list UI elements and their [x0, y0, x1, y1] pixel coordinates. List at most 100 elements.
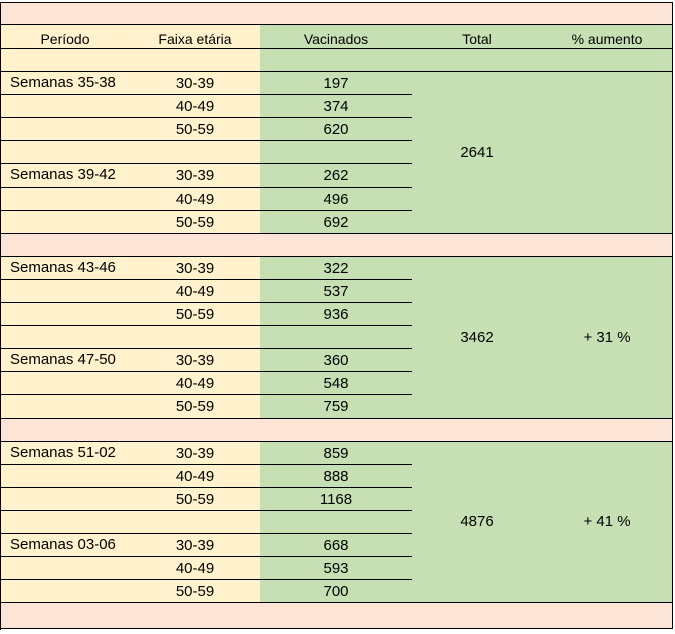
- period-label: Semanas 39-42: [0, 164, 131, 188]
- header-vacinados: Vacinados: [260, 25, 413, 49]
- vaccinated-count: 322: [260, 257, 413, 280]
- group-total: 3462: [412, 257, 543, 419]
- vaccinated-count: 888: [260, 465, 413, 488]
- blank-cell: [412, 603, 543, 629]
- age-range: 50-59: [130, 118, 261, 141]
- age-range: 50-59: [130, 303, 261, 326]
- group-increase: + 31 %: [542, 257, 673, 419]
- blank-cell: [0, 303, 131, 326]
- vaccinated-count: 262: [260, 164, 413, 188]
- blank-cell: [260, 141, 413, 164]
- vaccinated-count: 1168: [260, 488, 413, 511]
- blank-cell: [0, 49, 131, 72]
- blank-cell: [130, 511, 261, 534]
- vaccinated-count: 537: [260, 280, 413, 303]
- blank-cell: [130, 3, 261, 25]
- vaccinated-count: 700: [260, 580, 413, 603]
- age-range: 40-49: [130, 188, 261, 211]
- blank-cell: [260, 326, 413, 349]
- age-range: 30-39: [130, 442, 261, 465]
- vaccinated-count: 374: [260, 95, 413, 118]
- blank-cell: [0, 280, 131, 303]
- age-range: 50-59: [130, 395, 261, 419]
- blank-cell: [260, 603, 413, 629]
- period-label: Semanas 43-46: [0, 257, 131, 280]
- age-range: 50-59: [130, 211, 261, 234]
- separator-cell: [130, 419, 261, 442]
- age-range: 30-39: [130, 72, 261, 95]
- blank-cell: [260, 511, 413, 534]
- vaccinated-count: 936: [260, 303, 413, 326]
- separator-cell: [0, 234, 131, 257]
- blank-cell: [0, 557, 131, 580]
- blank-cell: [0, 326, 131, 349]
- age-range: 50-59: [130, 488, 261, 511]
- separator-cell: [412, 419, 543, 442]
- group-increase: [542, 72, 673, 234]
- header-aumento: % aumento: [542, 25, 673, 49]
- header-faixa: Faixa etária: [130, 25, 261, 49]
- period-label: Semanas 51-02: [0, 442, 131, 465]
- separator-cell: [0, 419, 131, 442]
- period-label: Semanas 47-50: [0, 349, 131, 372]
- blank-cell: [0, 372, 131, 395]
- blank-cell: [260, 3, 413, 25]
- vaccinated-count: 859: [260, 442, 413, 465]
- blank-cell: [130, 326, 261, 349]
- blank-cell: [0, 488, 131, 511]
- separator-cell: [412, 234, 543, 257]
- age-range: 30-39: [130, 257, 261, 280]
- group-total: 2641: [412, 72, 543, 234]
- age-range: 40-49: [130, 557, 261, 580]
- blank-cell: [0, 603, 131, 629]
- age-range: 30-39: [130, 164, 261, 188]
- vaccinated-count: 593: [260, 557, 413, 580]
- vaccinated-count: 759: [260, 395, 413, 419]
- blank-cell: [542, 49, 673, 72]
- vaccinated-count: 197: [260, 72, 413, 95]
- blank-cell: [0, 3, 131, 25]
- group-total: 4876: [412, 442, 543, 603]
- vaccinated-count: 548: [260, 372, 413, 395]
- separator-cell: [542, 234, 673, 257]
- blank-cell: [260, 49, 413, 72]
- separator-cell: [130, 234, 261, 257]
- period-label: Semanas 03-06: [0, 534, 131, 557]
- age-range: 40-49: [130, 95, 261, 118]
- blank-cell: [130, 141, 261, 164]
- vaccinated-count: 692: [260, 211, 413, 234]
- blank-cell: [0, 95, 131, 118]
- blank-cell: [0, 188, 131, 211]
- period-label: Semanas 35-38: [0, 72, 131, 95]
- separator-cell: [542, 419, 673, 442]
- blank-cell: [0, 211, 131, 234]
- separator-cell: [260, 234, 413, 257]
- blank-cell: [130, 49, 261, 72]
- blank-cell: [0, 511, 131, 534]
- blank-cell: [0, 141, 131, 164]
- blank-cell: [130, 603, 261, 629]
- age-range: 40-49: [130, 280, 261, 303]
- age-range: 30-39: [130, 349, 261, 372]
- header-periodo: Período: [0, 25, 131, 49]
- vaccinated-count: 620: [260, 118, 413, 141]
- group-increase: + 41 %: [542, 442, 673, 603]
- age-range: 50-59: [130, 580, 261, 603]
- separator-cell: [260, 419, 413, 442]
- vaccinated-count: 360: [260, 349, 413, 372]
- blank-cell: [0, 395, 131, 419]
- blank-cell: [542, 3, 673, 25]
- vaccinated-count: 496: [260, 188, 413, 211]
- vaccinated-count: 668: [260, 534, 413, 557]
- age-range: 40-49: [130, 465, 261, 488]
- blank-cell: [0, 580, 131, 603]
- header-total: Total: [412, 25, 543, 49]
- age-range: 30-39: [130, 534, 261, 557]
- blank-cell: [0, 118, 131, 141]
- age-range: 40-49: [130, 372, 261, 395]
- blank-cell: [412, 49, 543, 72]
- blank-cell: [542, 603, 673, 629]
- blank-cell: [412, 3, 543, 25]
- blank-cell: [0, 465, 131, 488]
